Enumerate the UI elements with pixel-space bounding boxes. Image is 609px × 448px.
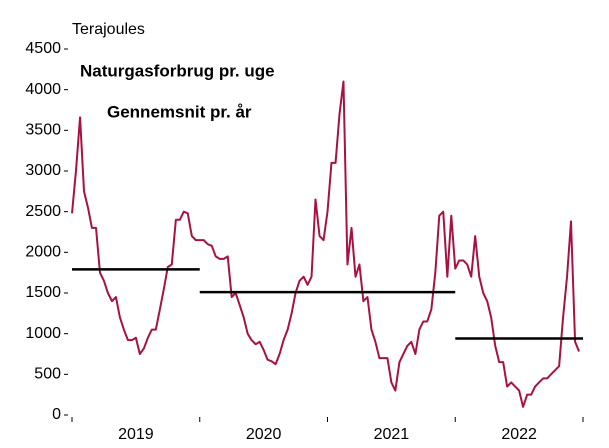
- x-tick-label: 2022: [501, 426, 537, 443]
- x-tick-label: 2019: [118, 426, 154, 443]
- y-axis-label: Terajoules: [72, 21, 145, 38]
- y-tick-label: 4500: [25, 40, 61, 57]
- y-tick-label: 1000: [25, 325, 61, 342]
- legend-entry: Gennemsnit pr. år: [107, 102, 252, 121]
- y-tick-label: 3000: [25, 162, 61, 179]
- y-tick-label: 4000: [25, 81, 61, 98]
- y-tick-label: 3500: [25, 122, 61, 139]
- x-tick-label: 2020: [246, 426, 282, 443]
- y-tick-label: 0: [52, 406, 61, 423]
- y-tick-label: 1500: [25, 284, 61, 301]
- legend-entry: Naturgasforbrug pr. uge: [80, 61, 275, 80]
- y-tick-label: 2000: [25, 244, 61, 261]
- y-tick-label: 2500: [25, 203, 61, 220]
- y-tick-label: 500: [34, 366, 61, 383]
- series-line: [71, 80, 580, 408]
- x-tick-label: 2021: [374, 426, 410, 443]
